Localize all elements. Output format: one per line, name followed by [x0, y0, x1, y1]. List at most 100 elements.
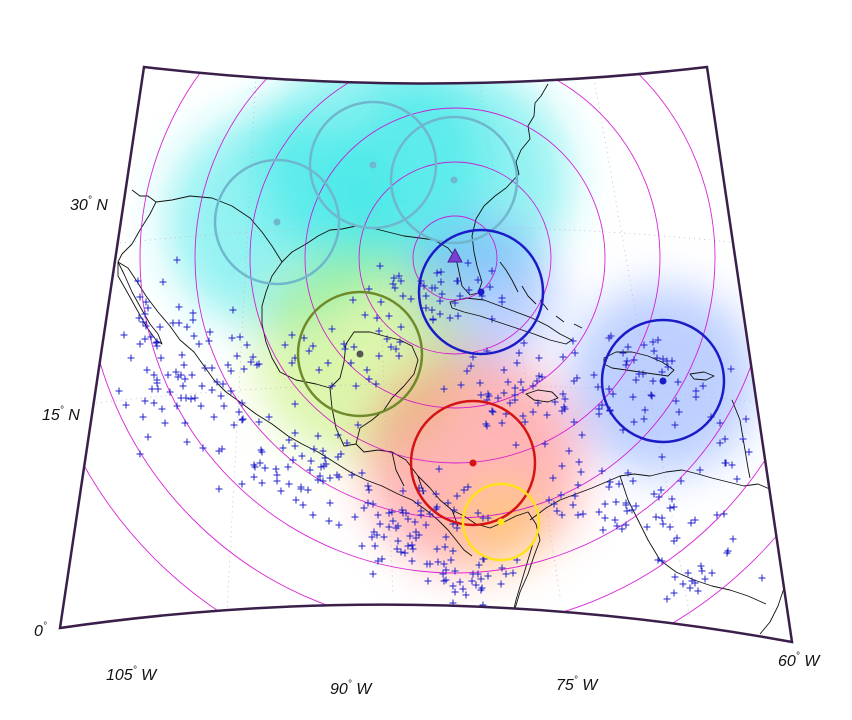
event-marker: [307, 457, 315, 465]
event-marker: [325, 517, 333, 525]
event-marker: [464, 483, 472, 491]
event-marker: [628, 506, 636, 514]
event-marker: [484, 572, 492, 580]
event-marker: [654, 336, 662, 344]
event-marker: [590, 371, 598, 379]
event-marker: [228, 334, 236, 342]
event-marker: [372, 380, 380, 388]
event-marker: [485, 392, 493, 400]
event-marker: [559, 390, 567, 398]
graticule-parallel-1: [95, 383, 767, 404]
event-marker: [606, 478, 614, 486]
event-marker: [251, 463, 259, 471]
event-marker: [398, 506, 406, 514]
event-marker: [343, 439, 351, 447]
event-marker: [647, 391, 655, 399]
event-marker: [742, 415, 750, 423]
event-marker: [261, 464, 269, 472]
event-marker: [341, 345, 349, 353]
coastline-hispaniola: [603, 351, 675, 377]
event-marker: [687, 519, 695, 527]
event-marker: [701, 575, 709, 583]
event-marker: [551, 398, 559, 406]
event-marker: [142, 298, 150, 306]
event-marker: [464, 259, 472, 267]
event-marker: [672, 397, 680, 405]
event-marker: [538, 373, 546, 381]
event-marker: [659, 355, 667, 363]
event-marker: [249, 353, 257, 361]
event-marker: [659, 520, 667, 528]
event-marker: [641, 406, 649, 414]
event-marker: [454, 312, 462, 320]
event-marker: [373, 314, 381, 322]
event-marker: [440, 577, 448, 585]
range-ring-2: [358, 161, 552, 355]
event-marker: [607, 332, 615, 340]
event-marker: [304, 486, 312, 494]
event-marker: [383, 335, 391, 343]
event-marker: [408, 557, 416, 565]
event-marker: [385, 509, 393, 517]
event-marker: [394, 522, 402, 530]
event-marker: [640, 341, 648, 349]
cluster-center-blue-florida: [477, 288, 485, 296]
event-marker: [605, 483, 613, 491]
event-marker: [150, 371, 158, 379]
event-marker: [696, 466, 704, 474]
event-marker: [347, 359, 355, 367]
event-marker: [699, 382, 707, 390]
event-marker: [348, 471, 356, 479]
event-marker: [459, 585, 467, 593]
event-marker: [195, 340, 203, 348]
event-marker: [609, 390, 617, 398]
event-marker: [368, 533, 376, 541]
event-marker: [643, 523, 651, 531]
event-marker: [230, 421, 238, 429]
event-marker: [437, 278, 445, 286]
event-marker: [404, 515, 412, 523]
event-marker: [156, 323, 164, 331]
coastline-puerto-rico: [689, 371, 715, 381]
event-marker: [433, 503, 441, 511]
event-marker: [622, 501, 630, 509]
event-marker: [666, 523, 674, 531]
event-marker: [469, 570, 477, 578]
event-marker: [394, 537, 402, 545]
event-marker: [256, 459, 264, 467]
border-mexico-us: [155, 195, 283, 263]
event-marker: [147, 333, 155, 341]
event-marker: [316, 472, 324, 480]
event-marker: [424, 577, 432, 585]
event-marker: [437, 268, 445, 276]
event-marker: [120, 331, 128, 339]
event-marker: [650, 490, 658, 498]
event-marker: [545, 496, 553, 504]
event-marker: [629, 477, 637, 485]
event-marker: [558, 462, 566, 470]
event-marker: [594, 383, 602, 391]
event-marker: [632, 502, 640, 510]
event-marker: [549, 474, 557, 482]
event-marker: [486, 283, 494, 291]
reference-station-triangle: [447, 247, 463, 263]
latitude-labels: 30° N 15° N 0°: [34, 195, 108, 640]
event-marker: [349, 296, 357, 304]
event-marker: [543, 411, 551, 419]
event-marker: [622, 521, 630, 529]
event-marker: [649, 338, 657, 346]
event-marker: [574, 481, 582, 489]
coastline-mexico-pacific: [117, 189, 473, 557]
event-marker: [565, 447, 573, 455]
event-marker: [376, 262, 384, 270]
event-marker: [488, 315, 496, 323]
event-marker: [396, 338, 404, 346]
event-marker: [433, 269, 441, 277]
event-marker: [513, 359, 521, 367]
event-marker: [277, 487, 285, 495]
event-marker: [535, 372, 543, 380]
event-marker: [141, 310, 149, 318]
event-marker: [392, 345, 400, 353]
event-marker: [436, 310, 444, 318]
event-marker: [733, 475, 741, 483]
